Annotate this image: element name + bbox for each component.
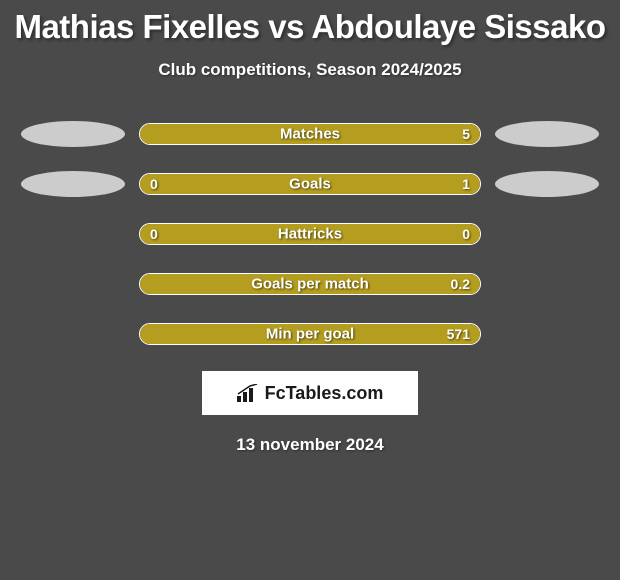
stat-label: Goals per match — [140, 276, 480, 293]
stat-bar: 5Matches — [139, 123, 481, 145]
stat-row: 5Matches — [0, 121, 620, 147]
player2-marker — [495, 171, 599, 197]
stat-label: Min per goal — [140, 326, 480, 343]
player2-marker — [495, 121, 599, 147]
stat-bar: 01Goals — [139, 173, 481, 195]
spacer — [495, 321, 599, 347]
player1-marker — [21, 121, 125, 147]
stat-row: 01Goals — [0, 171, 620, 197]
source-badge: FcTables.com — [202, 371, 418, 415]
stat-row: 00Hattricks — [0, 221, 620, 247]
stat-row: 571Min per goal — [0, 321, 620, 347]
spacer — [495, 221, 599, 247]
stat-bar: 00Hattricks — [139, 223, 481, 245]
comparison-chart: 5Matches 01Goals 00Hattricks 0.2Goals per m… — [0, 121, 620, 347]
stat-row: 0.2Goals per match — [0, 271, 620, 297]
chart-icon — [237, 384, 259, 402]
subtitle: Club competitions, Season 2024/2025 — [10, 60, 610, 80]
stat-bar: 0.2Goals per match — [139, 273, 481, 295]
date-label: 13 november 2024 — [0, 435, 620, 455]
spacer — [21, 271, 125, 297]
header: Mathias Fixelles vs Abdoulaye Sissako Cl… — [0, 0, 620, 85]
page-title: Mathias Fixelles vs Abdoulaye Sissako — [10, 8, 610, 46]
spacer — [21, 221, 125, 247]
stat-bar: 571Min per goal — [139, 323, 481, 345]
badge-text: FcTables.com — [265, 383, 384, 404]
spacer — [21, 321, 125, 347]
stat-label: Matches — [140, 126, 480, 143]
stat-label: Hattricks — [140, 226, 480, 243]
spacer — [495, 271, 599, 297]
player1-marker — [21, 171, 125, 197]
stat-label: Goals — [140, 176, 480, 193]
